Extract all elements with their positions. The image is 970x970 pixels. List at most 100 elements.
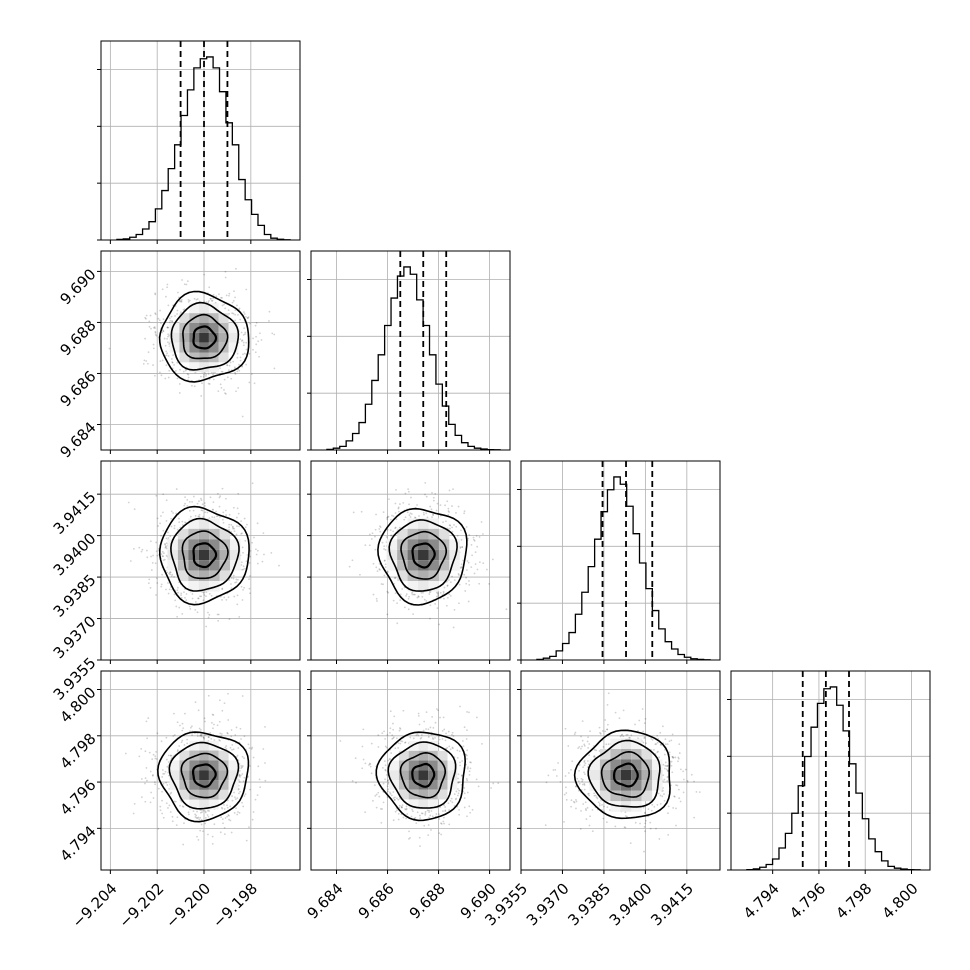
- scatter-point: [376, 570, 379, 573]
- scatter-point: [185, 593, 188, 595]
- density-cell: [449, 560, 460, 571]
- scatter-point: [594, 794, 597, 797]
- scatter-point: [437, 592, 439, 594]
- scatter-point: [215, 515, 218, 518]
- scatter-point: [666, 769, 669, 772]
- scatter-point: [462, 559, 464, 562]
- scatter-point: [229, 361, 232, 364]
- scatter-point: [464, 590, 467, 592]
- scatter-point: [220, 733, 223, 735]
- scatter-point: [208, 286, 211, 289]
- scatter-point: [174, 315, 176, 317]
- x-tick-label: 4.794: [740, 880, 783, 923]
- scatter-point: [273, 333, 276, 336]
- scatter-point: [203, 594, 206, 596]
- scatter-point: [449, 595, 452, 597]
- scatter-point: [564, 786, 567, 789]
- scatter-point: [399, 742, 402, 745]
- scatter-point: [404, 808, 406, 810]
- scatter-point: [656, 741, 659, 744]
- scatter-point: [463, 573, 466, 576]
- scatter-point: [222, 511, 225, 514]
- scatter-point: [584, 773, 586, 776]
- scatter-point: [453, 524, 455, 526]
- scatter-point: [202, 736, 205, 739]
- scatter-point: [146, 737, 149, 740]
- scatter-point: [167, 333, 170, 336]
- scatter-point: [230, 377, 233, 380]
- scatter-point: [225, 294, 228, 297]
- density-cell: [418, 560, 429, 571]
- panel-content: [521, 461, 720, 660]
- scatter-point: [472, 538, 475, 541]
- scatter-point: [248, 747, 251, 749]
- scatter-point: [243, 586, 246, 589]
- scatter-point: [410, 815, 413, 818]
- scatter-point: [586, 740, 589, 743]
- scatter-point: [240, 340, 243, 342]
- scatter-point: [370, 538, 373, 540]
- density-cell: [447, 770, 458, 780]
- scatter-point: [417, 712, 420, 715]
- scatter-point: [243, 757, 245, 760]
- scatter-point: [194, 601, 197, 603]
- scatter-point: [187, 376, 190, 379]
- scatter-point: [230, 577, 233, 579]
- scatter-point: [425, 600, 428, 602]
- scatter-point: [223, 389, 225, 391]
- scatter-point: [219, 495, 222, 498]
- scatter-point: [379, 530, 382, 533]
- scatter-point: [165, 588, 167, 591]
- scatter-point: [403, 518, 406, 521]
- density-cell: [397, 528, 408, 540]
- scatter-point: [587, 736, 589, 739]
- scatter-point: [198, 513, 201, 516]
- scatter-point: [219, 383, 222, 386]
- density-contour: [600, 750, 651, 798]
- scatter-point: [583, 788, 586, 791]
- density-cell: [407, 528, 419, 540]
- scatter-point: [423, 720, 426, 723]
- scatter-point: [461, 740, 464, 742]
- scatter-point: [672, 756, 675, 759]
- scatter-point: [605, 821, 608, 824]
- scatter-point: [678, 743, 681, 746]
- scatter-point: [581, 778, 584, 781]
- scatter-point: [164, 770, 167, 773]
- density-cell: [641, 749, 653, 760]
- scatter-point: [254, 351, 257, 354]
- scatter-point: [442, 592, 445, 594]
- scatter-point: [178, 745, 181, 747]
- scatter-point: [398, 727, 401, 729]
- scatter-point: [583, 744, 586, 747]
- scatter-point: [208, 300, 210, 302]
- scatter-point: [448, 511, 450, 513]
- scatter-point: [466, 767, 469, 770]
- scatter-point: [395, 518, 398, 521]
- scatter-point: [547, 774, 550, 777]
- scatter-point: [354, 757, 357, 760]
- scatter-point: [241, 415, 244, 418]
- scatter-point: [471, 808, 474, 811]
- scatter-point: [167, 326, 170, 329]
- scatter-point: [207, 373, 210, 375]
- scatter-point: [387, 759, 390, 762]
- scatter-point: [436, 607, 439, 610]
- scatter-point: [138, 755, 141, 758]
- scatter-point: [445, 604, 448, 607]
- scatter-point: [208, 613, 211, 616]
- scatter-point: [444, 806, 447, 808]
- scatter-point: [219, 831, 222, 834]
- scatter-point: [210, 299, 213, 302]
- scatter-point: [394, 796, 396, 799]
- scatter-point: [243, 517, 246, 520]
- scatter-point: [162, 529, 165, 532]
- scatter-point: [218, 739, 221, 741]
- scatter-point: [475, 535, 478, 537]
- scatter-point: [172, 354, 174, 356]
- scatter-point: [239, 790, 241, 793]
- scatter-point: [168, 804, 171, 807]
- scatter-point: [242, 780, 245, 783]
- scatter-point: [578, 782, 581, 785]
- scatter-point: [161, 776, 164, 778]
